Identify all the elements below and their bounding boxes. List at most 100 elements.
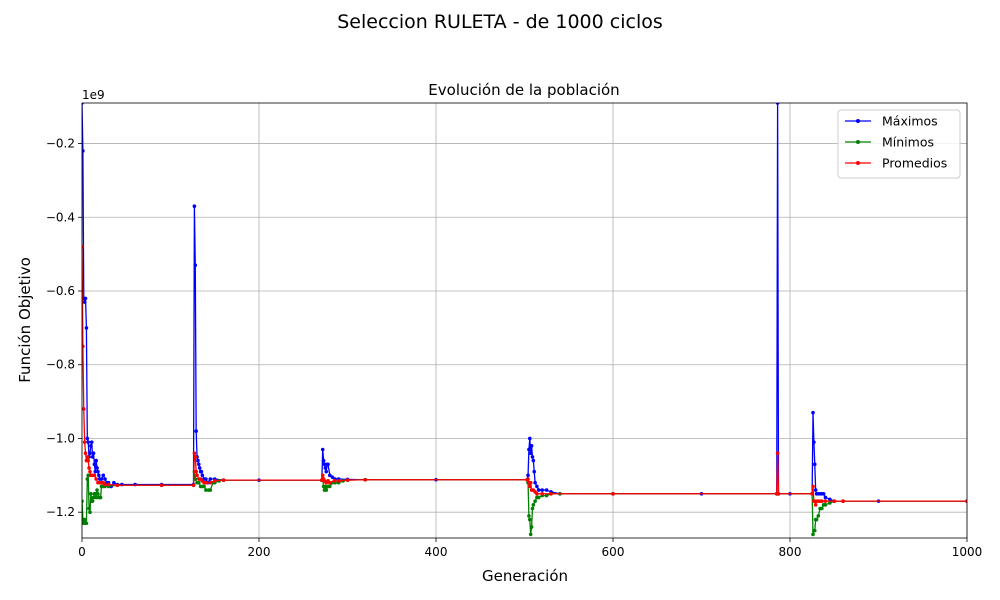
data-point-minimos (823, 503, 828, 507)
data-point-minimos (533, 499, 537, 503)
plot-title: Evolución de la población (428, 81, 619, 99)
data-point-maximos (526, 473, 530, 478)
data-point-maximos (323, 466, 328, 470)
data-point-minimos (202, 484, 206, 489)
data-point-maximos (204, 477, 208, 481)
y-axis-ticks: −0.2 −0.4 −0.6 −0.8 −1.0 −1.2 (46, 137, 82, 519)
x-tick-label: 1000 (952, 545, 983, 559)
data-point-promedios (810, 491, 814, 496)
data-point-minimos (82, 517, 87, 522)
data-point-maximos (85, 436, 90, 441)
data-point-maximos (112, 480, 116, 485)
data-point-minimos (82, 499, 84, 503)
data-point-promedios (212, 479, 217, 483)
data-point-minimos (89, 491, 93, 496)
data-point-maximos (84, 326, 89, 330)
data-point-promedios (159, 483, 164, 488)
data-point-maximos (82, 149, 85, 153)
data-point-maximos (86, 440, 90, 444)
data-point-promedios (832, 499, 837, 503)
data-point-maximos (536, 488, 541, 492)
data-point-minimos (814, 517, 819, 522)
data-point-minimos (816, 514, 821, 518)
data-point-promedios (115, 483, 120, 488)
data-point-promedios (820, 499, 824, 503)
data-point-maximos (103, 477, 107, 481)
data-point-maximos (101, 473, 106, 478)
data-point-minimos (828, 501, 832, 505)
data-point-maximos (92, 462, 97, 467)
data-point-maximos (193, 263, 198, 268)
data-point-minimos (820, 506, 824, 511)
data-point-promedios (94, 477, 98, 481)
data-point-minimos (94, 495, 98, 500)
data-point-promedios (811, 484, 815, 489)
x-tick-label: 400 (425, 545, 448, 559)
data-point-maximos (89, 444, 93, 448)
data-point-promedios (92, 473, 97, 478)
data-point-promedios (221, 478, 226, 482)
legend-box (837, 109, 961, 179)
data-point-maximos (328, 473, 332, 478)
legend-label-promedios: Promedios (882, 156, 947, 171)
data-point-minimos (204, 488, 208, 492)
data-point-promedios (611, 491, 615, 496)
data-point-promedios (528, 480, 533, 485)
data-point-maximos (821, 491, 826, 496)
y-tick-label: −1.2 (46, 505, 75, 519)
data-point-promedios (526, 477, 530, 481)
data-point-promedios (332, 479, 337, 483)
data-point-maximos (320, 447, 325, 452)
data-series (82, 103, 967, 537)
legend-marker-maximos (856, 119, 860, 123)
data-point-minimos (531, 503, 536, 507)
y-tick-label: −0.2 (46, 137, 75, 151)
data-point-maximos (530, 455, 535, 459)
data-point-minimos (87, 506, 91, 511)
data-point-promedios (813, 503, 818, 507)
data-point-maximos (82, 300, 87, 304)
series-maximos (82, 103, 967, 503)
data-point-maximos (321, 458, 326, 463)
data-point-maximos (324, 469, 329, 474)
data-point-maximos (208, 477, 213, 481)
data-point-minimos (527, 514, 531, 518)
data-point-maximos (823, 495, 828, 500)
data-point-maximos (811, 410, 815, 415)
data-point-promedios (194, 469, 198, 474)
plot-frame (81, 102, 968, 539)
data-point-minimos (812, 528, 817, 533)
data-point-promedios (88, 469, 92, 474)
data-point-maximos (330, 475, 335, 479)
data-point-promedios (775, 451, 780, 456)
data-point-maximos (90, 455, 95, 459)
data-point-promedios (191, 483, 196, 488)
data-point-maximos (89, 440, 94, 444)
data-point-maximos (94, 458, 98, 463)
data-point-promedios (549, 491, 553, 496)
data-point-promedios (106, 482, 111, 487)
legend-label-minimos: Mínimos (882, 135, 934, 150)
legend-label-maximos: Máximos (882, 114, 938, 129)
x-tick-label: 200 (248, 545, 271, 559)
data-point-minimos (324, 488, 329, 492)
data-point-maximos (326, 462, 330, 467)
data-point-maximos (531, 458, 536, 463)
data-point-maximos (200, 473, 205, 478)
data-point-promedios (85, 455, 90, 459)
x-tick-label: 600 (602, 545, 625, 559)
data-point-maximos (99, 477, 104, 481)
data-point-minimos (544, 493, 549, 498)
data-point-maximos (527, 447, 531, 452)
data-point-maximos (528, 451, 533, 456)
y-tick-label: −0.4 (46, 210, 75, 224)
x-tick-label: 800 (779, 545, 802, 559)
data-point-promedios (195, 473, 199, 478)
series-line-promedios (82, 246, 967, 506)
data-point-promedios (193, 455, 198, 459)
data-point-promedios (82, 344, 85, 349)
data-point-minimos (90, 499, 95, 503)
data-point-maximos (533, 480, 537, 485)
data-point-promedios (87, 466, 91, 470)
